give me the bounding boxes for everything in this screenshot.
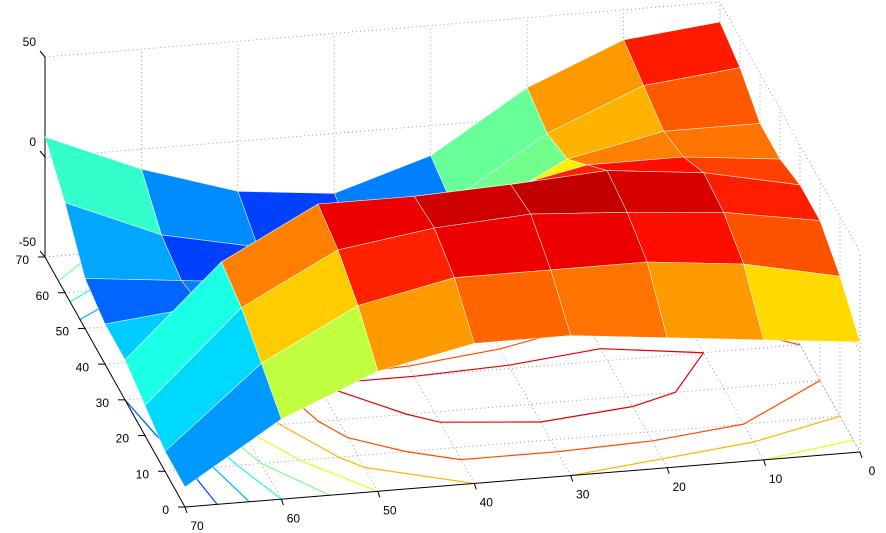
- x-tick: [377, 491, 381, 498]
- z-tick: [39, 50, 46, 58]
- contour: [662, 441, 754, 460]
- contour: [600, 348, 704, 354]
- x-tick: [763, 459, 767, 467]
- y-tick-label: 60: [36, 289, 50, 303]
- x-tick-label: 60: [287, 511, 301, 525]
- contour: [279, 424, 339, 458]
- axis-line: [184, 451, 861, 508]
- z-tick-label: 50: [23, 35, 37, 49]
- y-tick-label: 10: [136, 467, 150, 481]
- contour: [540, 405, 633, 423]
- x-tick-label: 40: [480, 496, 494, 510]
- contour: [460, 451, 558, 461]
- y-tick-label: 30: [96, 396, 110, 410]
- contour: [674, 352, 705, 393]
- x-tick-label: 70: [190, 519, 204, 533]
- contour: [338, 456, 365, 469]
- contour: [347, 437, 407, 453]
- grid-line: [164, 415, 841, 472]
- x-tick-label: 50: [383, 503, 397, 517]
- contour: [570, 458, 663, 477]
- contour: [743, 380, 821, 425]
- z-tick: [39, 250, 46, 258]
- axis-line: [44, 256, 186, 508]
- x-tick-label: 10: [769, 472, 783, 486]
- contour: [406, 413, 441, 423]
- x-tick-label: 30: [576, 488, 590, 502]
- contour: [299, 459, 379, 492]
- contour: [69, 290, 90, 303]
- contour: [318, 420, 349, 439]
- contour: [632, 391, 676, 408]
- y-tick-label: 0: [162, 503, 169, 517]
- surface-patch: [164, 362, 282, 488]
- x-tick: [280, 498, 284, 506]
- contour: [753, 415, 841, 443]
- surface-patch: [530, 211, 648, 271]
- contour: [508, 348, 601, 366]
- y-tick-label: 70: [16, 253, 30, 267]
- y-tick-label: 40: [76, 360, 90, 374]
- contour: [763, 439, 854, 461]
- z-tick-label: 0: [29, 135, 36, 149]
- x-tick-label: 20: [672, 480, 686, 494]
- contour: [557, 440, 653, 453]
- contour: [261, 462, 330, 496]
- contour: [364, 466, 475, 485]
- x-tick: [473, 483, 477, 490]
- x-tick: [859, 451, 863, 459]
- z-tick: [39, 150, 46, 158]
- x-tick: [184, 506, 188, 514]
- contour: [405, 451, 462, 461]
- x-tick-label: 0: [869, 464, 876, 478]
- contour: [124, 399, 157, 436]
- z-tick-label: -50: [19, 235, 37, 249]
- x-tick: [570, 475, 574, 482]
- contour: [408, 348, 500, 367]
- contour: [652, 423, 744, 442]
- contour: [414, 364, 509, 377]
- y-tick-label: 50: [56, 325, 70, 339]
- grid-line: [44, 201, 861, 453]
- contour: [236, 464, 282, 500]
- contour: [212, 466, 250, 503]
- y-tick-label: 20: [116, 432, 130, 446]
- surface-patch: [453, 269, 572, 344]
- x-tick: [666, 467, 670, 474]
- grid-line: [44, 1, 861, 253]
